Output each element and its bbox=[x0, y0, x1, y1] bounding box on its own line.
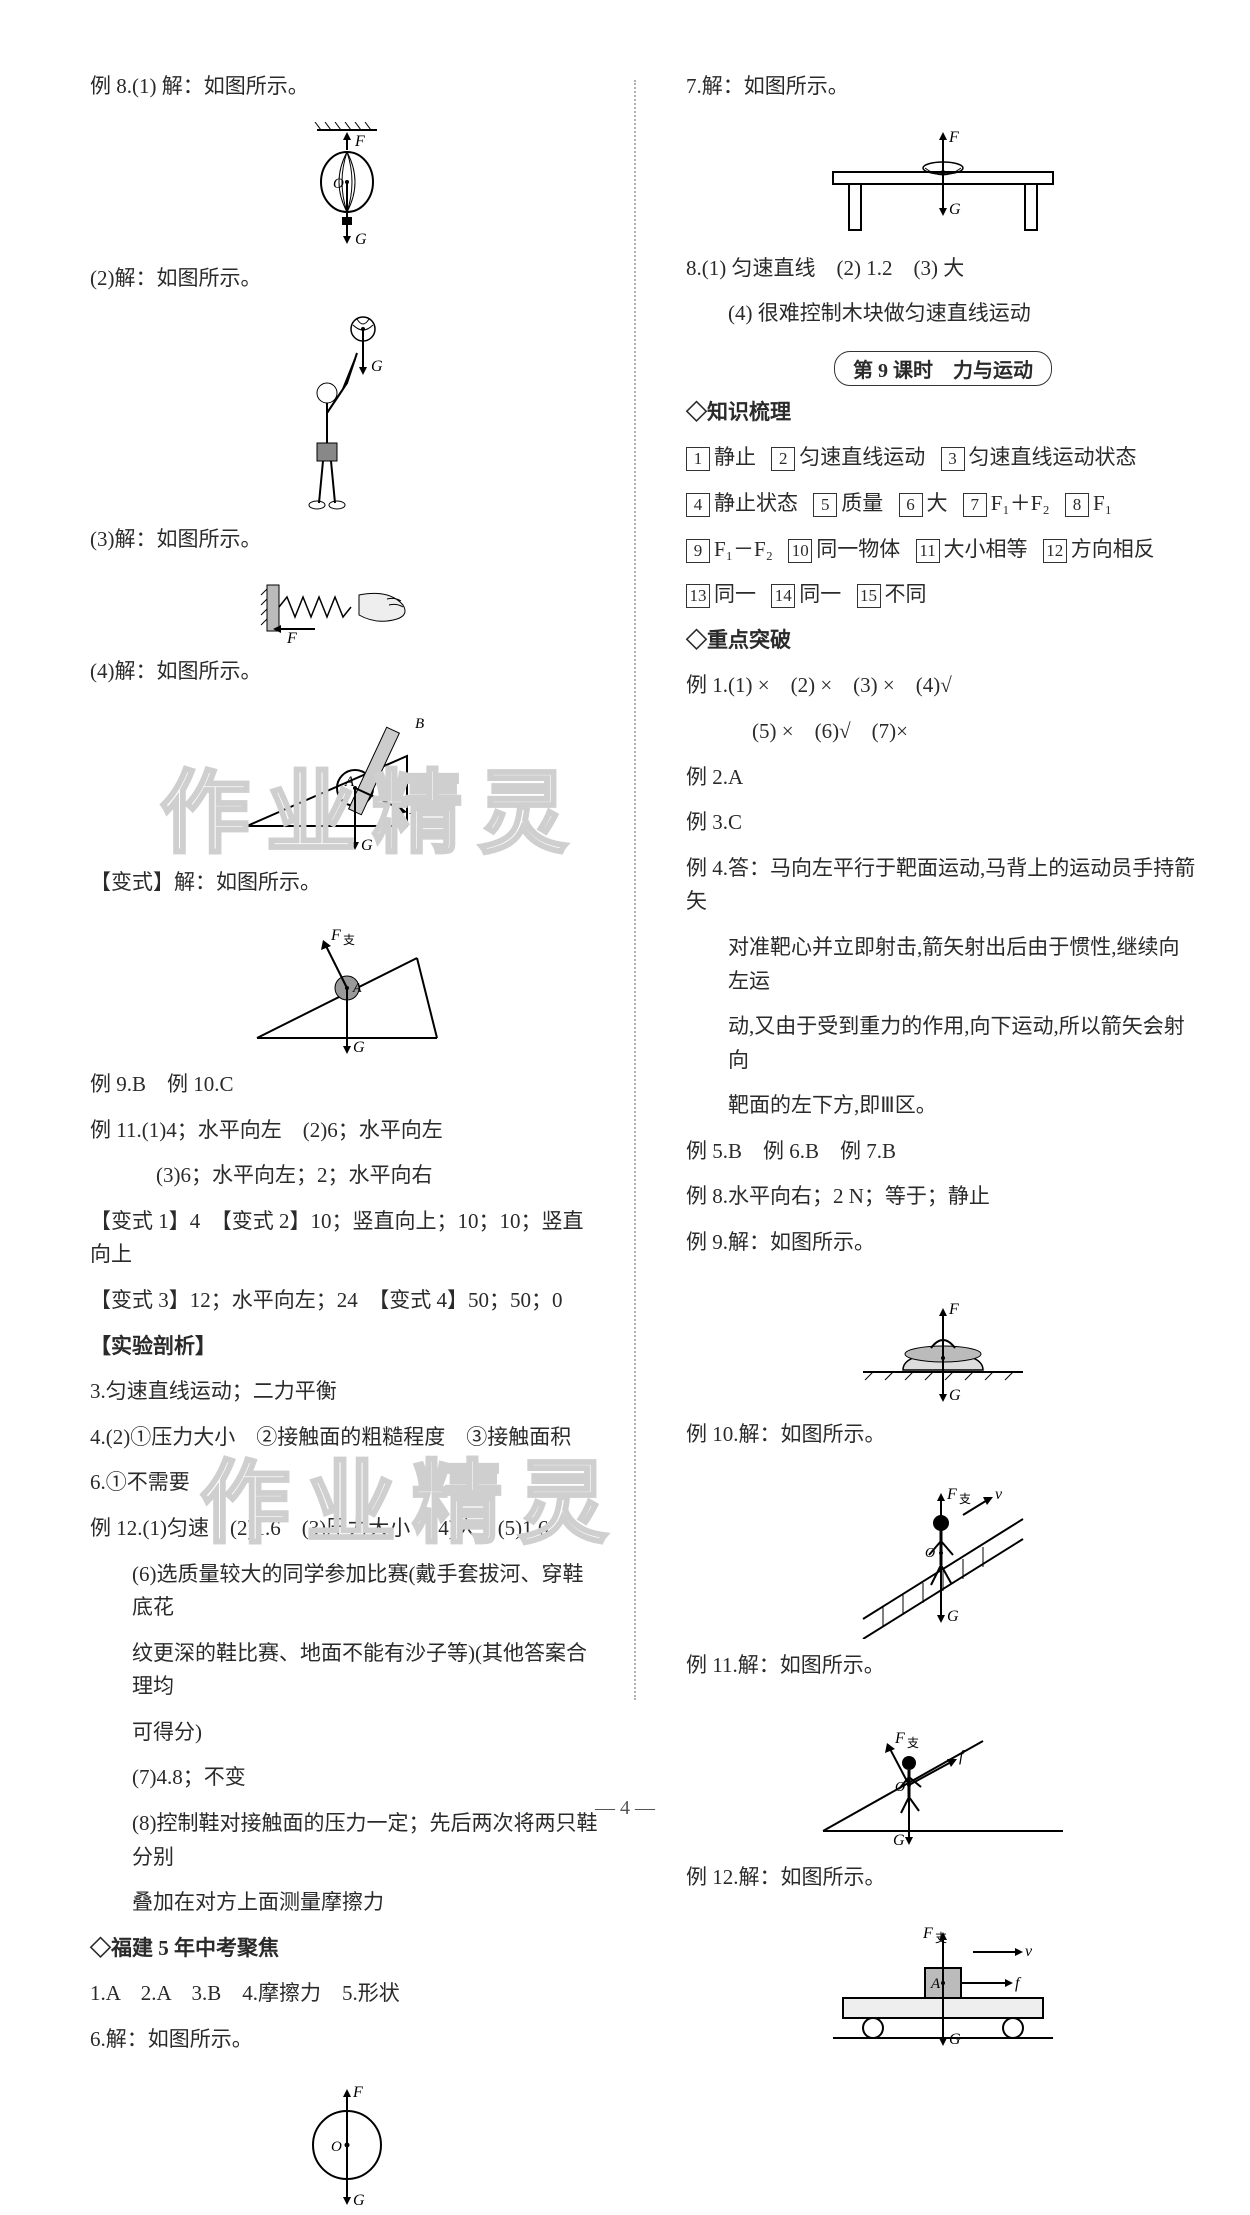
l12c: 纹更深的鞋比赛、地面不能有沙子等)(其他答案合理均 bbox=[90, 1637, 604, 1704]
fj6: 6.解：如图所示。 bbox=[90, 2023, 604, 2057]
svg-text:A: A bbox=[344, 774, 355, 790]
fujian-head: ◇福建 5 年中考聚焦 bbox=[90, 1932, 604, 1966]
zs-row2: 4静止状态 5质量 6大 7F₁＋F₂ 8F₁ bbox=[686, 487, 1200, 521]
zs-row3: 9F₁－F₂ 10同一物体 11大小相等 12方向相反 bbox=[686, 533, 1200, 567]
bianshi-text: 【变式】解：如图所示。 bbox=[90, 866, 604, 900]
svg-text:O: O bbox=[895, 1780, 905, 1795]
svg-text:支: 支 bbox=[343, 933, 355, 947]
svg-text:F: F bbox=[948, 129, 959, 146]
r8a: 8.(1) 匀速直线 (2) 1.2 (3) 大 bbox=[686, 252, 1200, 286]
svg-text:G: G bbox=[353, 1039, 365, 1056]
e9: 例 9.解：如图所示。 bbox=[686, 1226, 1200, 1260]
svg-text:支: 支 bbox=[935, 1931, 947, 1945]
fig-curling: F G bbox=[686, 1278, 1200, 1408]
fig-ballthrow: G bbox=[90, 313, 604, 513]
svg-text:F: F bbox=[946, 1486, 957, 1503]
svg-text:f: f bbox=[1015, 1975, 1022, 1992]
bs3: 【变式 3】12；水平向左；24 【变式 4】50；50；0 bbox=[90, 1284, 604, 1318]
svg-text:G: G bbox=[947, 1608, 959, 1625]
svg-text:F: F bbox=[948, 1301, 959, 1318]
zs-row1: 1静止 2匀速直线运动 3匀速直线运动状态 bbox=[686, 441, 1200, 475]
e4c: 动,又由于受到重力的作用,向下运动,所以箭矢会射向 bbox=[686, 1010, 1200, 1077]
fig-spring: F bbox=[90, 575, 604, 645]
fig-cart: A F支 v f G bbox=[686, 1912, 1200, 2052]
fig-stairs: O F支 v G bbox=[686, 1469, 1200, 1639]
ex11b: (3)6；水平向左；2；水平向右 bbox=[90, 1159, 604, 1193]
svg-text:v: v bbox=[995, 1486, 1003, 1503]
ex8-4-text: (4)解：如图所示。 bbox=[90, 655, 604, 689]
fig-circle-fg: O F G bbox=[90, 2075, 604, 2215]
e567: 例 5.B 例 6.B 例 7.B bbox=[686, 1135, 1200, 1169]
ex8-2-text: (2)解：如图所示。 bbox=[90, 262, 604, 296]
svg-text:G: G bbox=[371, 358, 383, 375]
e3: 例 3.C bbox=[686, 806, 1200, 840]
right-column: 7.解：如图所示。 F G 8.(1) 匀速直线 (2) bbox=[656, 70, 1200, 1798]
svg-text:F: F bbox=[330, 927, 341, 944]
svg-text:O: O bbox=[333, 176, 344, 192]
e4a: 例 4.答：马向左平行于靶面运动,马背上的运动员手持箭矢 bbox=[686, 852, 1200, 919]
bs1: 【变式 1】4 【变式 2】10；竖直向上；10；10；竖直向上 bbox=[90, 1205, 604, 1272]
fig-incline-support: A F 支 G bbox=[90, 918, 604, 1058]
svg-text:A: A bbox=[930, 1976, 941, 1992]
e4d: 靶面的左下方,即Ⅲ区。 bbox=[686, 1089, 1200, 1123]
s6: 6.①不需要 bbox=[90, 1466, 604, 1500]
svg-text:F: F bbox=[354, 133, 365, 150]
column-divider bbox=[634, 80, 636, 1700]
svg-text:v: v bbox=[1025, 1943, 1033, 1960]
e4b: 对准靶心并立即射击,箭矢射出后由于惯性,继续向左运 bbox=[686, 931, 1200, 998]
zs-row4: 13同一 14同一 15不同 bbox=[686, 578, 1200, 612]
svg-text:O: O bbox=[331, 2139, 342, 2155]
zs-head: ◇知识梳理 bbox=[686, 396, 1200, 430]
ex9-10: 例 9.B 例 10.C bbox=[90, 1068, 604, 1102]
ex8-3-text: (3)解：如图所示。 bbox=[90, 523, 604, 557]
l12d: 可得分) bbox=[90, 1716, 604, 1750]
fj1: 1.A 2.A 3.B 4.摩擦力 5.形状 bbox=[90, 1977, 604, 2011]
svg-text:G: G bbox=[361, 837, 373, 854]
svg-text:G: G bbox=[355, 231, 367, 248]
svg-text:F: F bbox=[286, 630, 297, 645]
left-column: 例 8.(1) 解：如图所示。 F O bbox=[90, 70, 614, 1798]
svg-text:B: B bbox=[415, 716, 424, 732]
svg-text:F: F bbox=[408, 801, 419, 818]
shiyan-head: 【实验剖析】 bbox=[90, 1330, 604, 1364]
s4: 4.(2)①压力大小 ②接触面的粗糙程度 ③接触面积 bbox=[90, 1421, 604, 1455]
svg-text:A: A bbox=[352, 981, 362, 996]
page-number: — 4 — bbox=[0, 1797, 1250, 1820]
svg-text:F: F bbox=[352, 2084, 363, 2101]
r7: 7.解：如图所示。 bbox=[686, 70, 1200, 104]
svg-text:F: F bbox=[922, 1925, 933, 1942]
svg-text:G: G bbox=[949, 1387, 961, 1404]
svg-text:G: G bbox=[949, 201, 961, 218]
svg-text:支: 支 bbox=[907, 1736, 919, 1750]
e11: 例 11.解：如图所示。 bbox=[686, 1649, 1200, 1683]
svg-text:G: G bbox=[353, 2192, 365, 2209]
s3: 3.匀速直线运动；二力平衡 bbox=[90, 1375, 604, 1409]
lesson-title-wrap: 第 9 课时 力与运动 bbox=[686, 343, 1200, 396]
lesson-title: 第 9 课时 力与运动 bbox=[834, 351, 1052, 386]
ex8-1-text: 例 8.(1) 解：如图所示。 bbox=[90, 70, 604, 104]
l12b: (6)选质量较大的同学参加比赛(戴手套拔河、穿鞋底花 bbox=[90, 1558, 604, 1625]
l12e: (7)4.8；不变 bbox=[90, 1761, 604, 1795]
fig-lantern: F O G bbox=[90, 122, 604, 252]
e1a: 例 1.(1) × (2) × (3) × (4)√ bbox=[686, 669, 1200, 703]
fig-slope-person: O F支 f G bbox=[686, 1701, 1200, 1851]
zd-head: ◇重点突破 bbox=[686, 624, 1200, 658]
fig-table: F G bbox=[686, 122, 1200, 242]
e8: 例 8.水平向右；2 N；等于；静止 bbox=[686, 1180, 1200, 1214]
svg-text:G: G bbox=[949, 2031, 961, 2048]
e1b: (5) × (6)√ (7)× bbox=[686, 715, 1200, 749]
svg-text:支: 支 bbox=[959, 1492, 971, 1506]
svg-text:F: F bbox=[894, 1730, 905, 1747]
l12a: 例 12.(1)匀速 (2)1.6 (3)压力大小 (4)大 (5)1.6 bbox=[90, 1512, 604, 1546]
e10: 例 10.解：如图所示。 bbox=[686, 1418, 1200, 1452]
l12g: 叠加在对方上面测量摩擦力 bbox=[90, 1886, 604, 1920]
svg-text:O: O bbox=[925, 1546, 935, 1561]
e2: 例 2.A bbox=[686, 761, 1200, 795]
fig-incline-lever: A B F G bbox=[90, 706, 604, 856]
ex11a: 例 11.(1)4；水平向左 (2)6；水平向左 bbox=[90, 1114, 604, 1148]
r8b: (4) 很难控制木块做匀速直线运动 bbox=[686, 297, 1200, 331]
svg-text:G: G bbox=[893, 1832, 905, 1849]
e12: 例 12.解：如图所示。 bbox=[686, 1861, 1200, 1895]
